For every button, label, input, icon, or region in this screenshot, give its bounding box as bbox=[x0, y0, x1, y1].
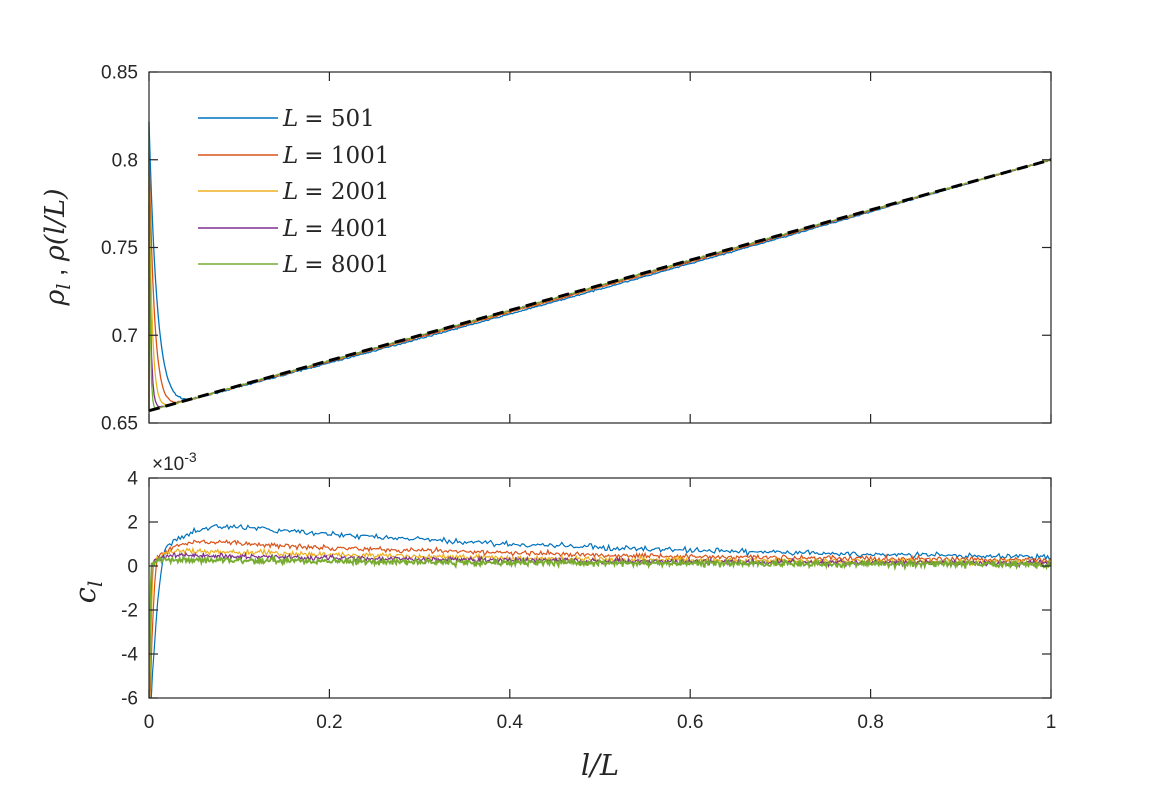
bottom-series-line-501 bbox=[150, 523, 1051, 698]
bottom-ytick-label: -6 bbox=[121, 689, 138, 710]
bottom-ytick-label: 2 bbox=[127, 513, 138, 534]
bottom-xtick-label: 0.8 bbox=[857, 712, 883, 733]
bottom-series-line-8001 bbox=[149, 554, 1051, 698]
top-ytick-label: 0.65 bbox=[101, 414, 138, 435]
top-ylabel: ρl , ρ(l/L) bbox=[40, 188, 75, 306]
top-ytick-label: 0.7 bbox=[112, 326, 138, 347]
top-ylabel-rho: ρ bbox=[40, 290, 71, 307]
bottom-axes-frame bbox=[148, 477, 1052, 699]
bottom-series-group bbox=[149, 523, 1051, 698]
top-ticks bbox=[148, 71, 1052, 424]
bottom-xlabel: l/L bbox=[581, 748, 619, 782]
legend-entry-1001: L = 1001 bbox=[282, 143, 389, 169]
bottom-xtick-label: 1 bbox=[1046, 712, 1057, 733]
top-ylabel-rho-function: ρ(l/L) bbox=[40, 188, 71, 262]
top-panel: 0.65 0.7 0.75 0.8 0.85 ρl , ρ(l/L) L = 50… bbox=[40, 63, 1052, 435]
top-ytick-label: 0.75 bbox=[101, 238, 138, 259]
bottom-ylabel: cl bbox=[68, 581, 107, 604]
bottom-ytick-label: -2 bbox=[121, 601, 138, 622]
bottom-xtick-label: 0.6 bbox=[677, 712, 703, 733]
legend-entry-2001: L = 2001 bbox=[282, 179, 389, 205]
reference-curve-dashed bbox=[148, 158, 1052, 413]
bottom-xtick-label: 0 bbox=[144, 712, 155, 733]
top-ytick-label: 0.85 bbox=[101, 63, 138, 84]
bottom-xtick-label: 0.2 bbox=[316, 712, 342, 733]
bottom-ytick-label: 4 bbox=[127, 469, 138, 490]
legend-entry-8001: L = 8001 bbox=[282, 252, 389, 278]
bottom-ytick-label: -4 bbox=[121, 645, 138, 666]
bottom-y-scale-multiplier: ×10-3 bbox=[152, 449, 197, 475]
bottom-plot-area bbox=[149, 478, 1051, 698]
bottom-xtick-label: 0.4 bbox=[497, 712, 524, 733]
bottom-ytick-label: 0 bbox=[127, 557, 138, 578]
top-ytick-label: 0.8 bbox=[112, 150, 138, 171]
legend-entry-4001: L = 4001 bbox=[282, 216, 389, 242]
legend-entry-501: L = 501 bbox=[282, 106, 375, 132]
legend: L = 501 L = 1001 L = 2001 L = 4001 L = 8001 bbox=[198, 106, 389, 278]
bottom-panel: ×10-3 -6 -4 -2 0 2 4 0 0.2 0.4 0.6 0.8 1… bbox=[68, 449, 1056, 782]
top-ylabel-subscript: l bbox=[53, 284, 75, 290]
top-plot-area bbox=[149, 72, 1051, 423]
top-ylabel-separator: , bbox=[40, 261, 70, 284]
bottom-ticks bbox=[148, 477, 1052, 699]
